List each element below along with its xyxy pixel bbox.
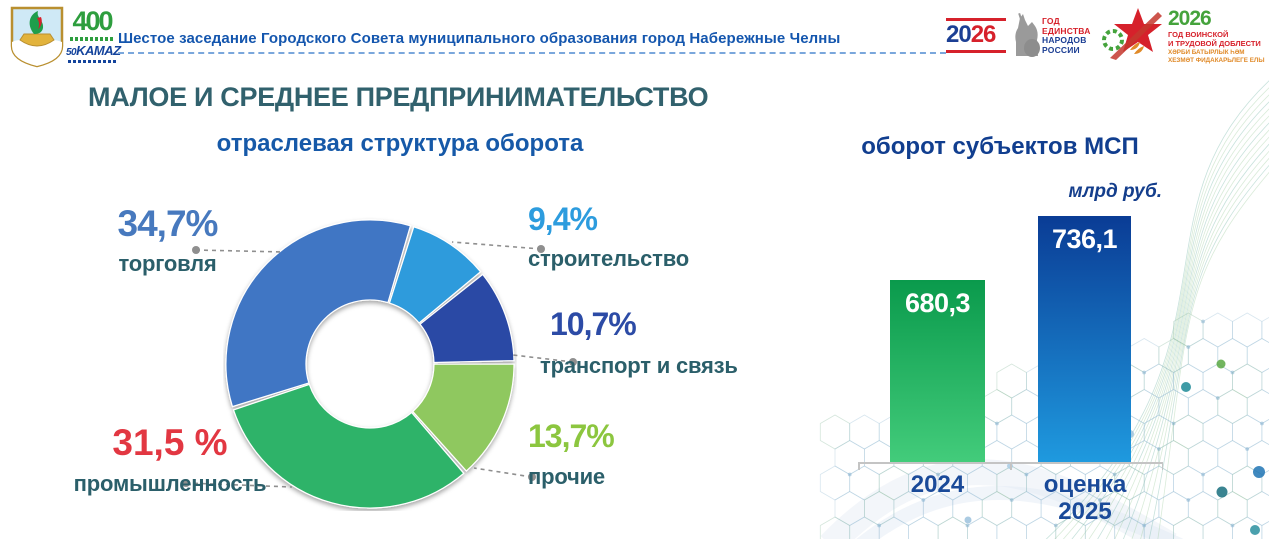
x-label-2024: 2024 [910, 471, 965, 498]
kamaz-400-number: 400 [72, 6, 113, 36]
kamaz-caption-lines-2 [68, 60, 116, 63]
unity-caption: ГОД ЕДИНСТВА НАРОДОВ РОССИИ [1042, 16, 1091, 55]
kamaz-brand: 50KAMAZ [66, 43, 121, 58]
bar-value-2024: 680,3 [904, 288, 971, 318]
valor-caption-tatar: ХӘРБИ БАТЫРЛЫК ҺӘМ ХЕЗМӘТ ФИДАКАРЬЛЕГЕ Е… [1168, 49, 1265, 65]
unity-rule [946, 18, 1006, 21]
valor-caption-ru: ГОД ВОИНСКОЙ И ТРУДОВОЙ ДОБЛЕСТИ [1168, 30, 1261, 49]
bar-chart-unit: млрд руб. [1068, 181, 1162, 202]
segment-name: торговля [118, 251, 217, 276]
segment-value: 10,7% [550, 306, 637, 342]
segment-label-prochie: 13,7% прочие [528, 418, 615, 489]
segment-label-stroitelstvo: 9,4% строительство [528, 203, 689, 270]
city-coat-of-arms-icon [10, 6, 64, 68]
donut-chart [225, 219, 515, 509]
year-of-unity-logo: 2026 ГОД ЕДИНСТВА НАРОДОВ РОССИИ [946, 12, 1096, 58]
segment-value: 31,5 % [112, 422, 228, 463]
kamaz-anniversary-logo: 400 50KAMAZ [66, 6, 121, 63]
segment-name: строительство [528, 246, 690, 271]
segment-value: 9,4% [528, 201, 598, 237]
donut-segment-прочие [411, 363, 515, 472]
unity-year: 2026 [946, 21, 996, 48]
donut-segment-промышленность [232, 383, 465, 509]
bar-2025: 736,1 [1038, 216, 1131, 463]
axis-tick [1010, 464, 1012, 470]
segment-value: 34,7% [117, 203, 219, 244]
kamaz-caption-lines [70, 37, 114, 41]
unity-rule [946, 50, 1006, 53]
page-title: МАЛОЕ И СРЕДНЕЕ ПРЕДПРИНИМАТЕЛЬСТВО [88, 82, 709, 112]
donut-chart-title: отраслевая структура оборота [216, 130, 584, 157]
monument-statue-icon [1015, 12, 1040, 57]
bar-value-2025: 736,1 [1051, 224, 1118, 254]
axis-tick [1161, 464, 1163, 470]
header-title: Шестое заседание Городского Совета муниц… [118, 30, 841, 47]
bar-chart-title: оборот субъектов МСП [861, 133, 1139, 160]
donut-segment-торговля [225, 219, 412, 408]
axis-tick [858, 464, 860, 470]
year-of-valor-logo: 2026 ГОД ВОИНСКОЙ И ТРУДОВОЙ ДОБЛЕСТИ ХӘ… [1100, 6, 1266, 65]
segment-value: 13,7% [528, 418, 615, 454]
header-divider [118, 52, 946, 54]
valor-year: 2026 [1168, 7, 1212, 30]
bar-2024: 680,3 [890, 280, 985, 463]
x-label-2025: оценка 2025 [1043, 471, 1127, 525]
star-and-gear-icon [1102, 8, 1162, 60]
segment-label-torgovlya: 34,7% торговля [85, 205, 250, 275]
x-axis-baseline [858, 462, 1163, 470]
segment-name: прочие [528, 464, 605, 489]
segment-name: промышленность [73, 471, 267, 496]
segment-name: транспорт и связь [540, 353, 738, 378]
donut-segment-строительство [388, 226, 482, 324]
segment-label-promyshlennost: 31,5 % промышленность [50, 424, 290, 495]
segment-label-transport: 10,7% транспорт и связь [540, 308, 738, 377]
